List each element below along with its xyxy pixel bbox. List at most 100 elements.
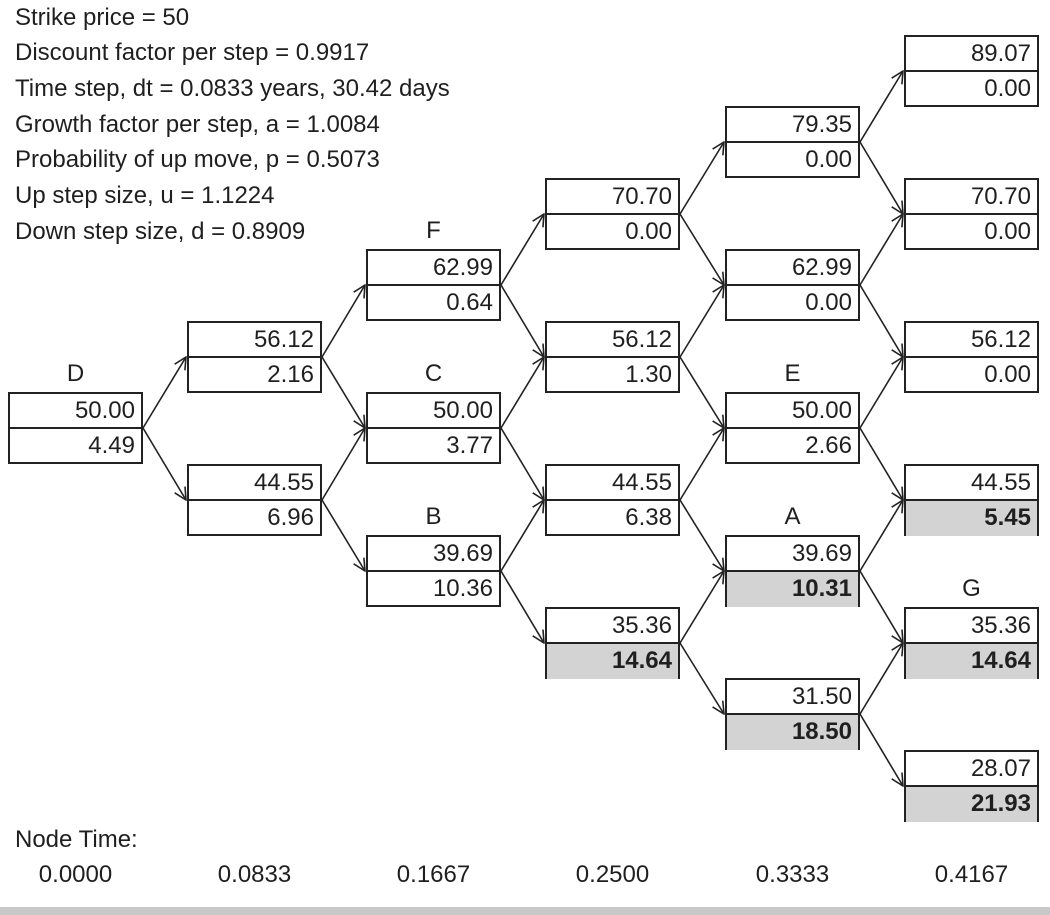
tree-edge-arrow [859,141,903,214]
tree-edge-arrow [859,713,903,786]
node-stock-price: 44.55 [189,466,320,501]
tree-edge-arrow [679,142,724,215]
tree-edge-arrow [859,500,903,572]
node-option-value: 4.49 [88,432,135,459]
node-option-value: 0.00 [984,75,1031,102]
node-option-value: 10.36 [432,575,493,602]
tree-edge-arrow [500,500,544,572]
param-discount-factor: Discount factor per step = 0.9917 [15,39,370,66]
node-time-value: 0.3333 [755,861,830,888]
node-label: E [784,360,801,387]
tree-node: 56.12 2.16 [187,321,322,393]
node-label: G [962,575,981,602]
tree-edge-arrow [859,284,903,357]
tree-edge-arrow [142,357,186,429]
tree-edge-arrow [321,499,365,571]
node-stock-price: 39.69 [368,537,499,572]
node-time-value: 0.0833 [217,861,292,888]
tree-edge-arrow [679,499,724,571]
tree-node: 62.99 0.00 [725,249,860,321]
node-label: B [425,503,442,530]
tree-node: 39.69 10.31 [725,535,860,607]
node-option-value: 0.00 [625,218,672,245]
node-stock-price: 62.99 [727,251,858,286]
node-time-value: 0.1667 [396,861,471,888]
tree-node: 28.07 21.93 [904,750,1039,822]
tree-edge-arrow [679,428,724,501]
node-option-value: 18.50 [727,715,858,750]
node-stock-price: 35.36 [906,609,1037,644]
node-stock-price: 89.07 [906,37,1037,72]
node-stock-price: 28.07 [906,752,1037,787]
tree-node: 35.36 14.64 [545,607,680,679]
tree-edge-arrow [679,571,724,644]
node-stock-price: 44.55 [547,466,678,501]
param-up-probability: Probability of up move, p = 0.5073 [15,146,380,173]
param-time-step: Time step, dt = 0.0833 years, 30.42 days [15,75,450,102]
tree-node: 44.55 6.38 [545,464,680,536]
tree-node: 44.55 6.96 [187,464,322,536]
tree-node: 50.00 4.49 [8,392,143,464]
node-option-value: 14.64 [906,644,1037,679]
tree-node: 50.00 3.77 [366,392,501,464]
node-stock-price: 62.99 [368,251,499,286]
tree-edge-arrow [679,356,724,428]
tree-edge-arrow [142,427,186,500]
tree-node: 35.36 14.64 [904,607,1039,679]
tree-edge-arrow [500,284,544,357]
tree-edge-arrow [500,570,544,643]
node-option-value: 14.64 [547,644,678,679]
tree-edge-arrow [500,214,544,286]
node-stock-price: 56.12 [547,323,678,358]
node-option-value: 21.93 [906,787,1037,822]
tree-node: 31.50 18.50 [725,678,860,750]
node-stock-price: 79.35 [727,108,858,143]
node-stock-price: 70.70 [906,180,1037,215]
tree-edge-arrow [859,427,903,500]
node-time-value: 0.0000 [38,861,113,888]
tree-edge-arrow [679,642,724,714]
tree-node: 70.70 0.00 [904,178,1039,250]
node-option-value: 6.96 [267,504,314,531]
node-stock-price: 35.36 [547,609,678,644]
node-stock-price: 70.70 [547,180,678,215]
tree-node: 62.99 0.64 [366,249,501,321]
node-option-value: 0.64 [446,289,493,316]
node-stock-price: 50.00 [368,394,499,429]
tree-edge-arrow [679,285,724,358]
tree-edge-arrow [500,357,544,429]
tree-edge-arrow [500,427,544,500]
node-label: A [784,503,801,530]
tree-edge-arrow [859,71,903,143]
bottom-divider [0,907,1050,915]
tree-node: 44.55 5.45 [904,464,1039,536]
tree-node: 70.70 0.00 [545,178,680,250]
node-label: F [426,217,441,244]
tree-edge-arrow [321,428,365,501]
param-strike-price: Strike price = 50 [15,4,190,31]
tree-node: 56.12 0.00 [904,321,1039,393]
node-label: D [66,360,85,387]
node-label: C [424,360,443,387]
node-option-value: 3.77 [446,432,493,459]
node-option-value: 0.00 [805,289,852,316]
node-option-value: 0.00 [984,361,1031,388]
tree-edge-arrow [859,643,903,715]
tree-node: 89.07 0.00 [904,35,1039,107]
tree-edge-arrow [321,285,365,358]
tree-node: 50.00 2.66 [725,392,860,464]
node-option-value: 6.38 [625,504,672,531]
tree-node: 39.69 10.36 [366,535,501,607]
node-stock-price: 44.55 [906,466,1037,501]
node-option-value: 10.31 [727,572,858,607]
param-up-step: Up step size, u = 1.1224 [15,182,275,209]
tree-edge-arrow [679,213,724,285]
node-stock-price: 56.12 [189,323,320,358]
tree-edge-arrow [859,357,903,429]
node-option-value: 1.30 [625,361,672,388]
tree-node: 56.12 1.30 [545,321,680,393]
tree-node: 79.35 0.00 [725,106,860,178]
node-time-value: 0.2500 [575,861,650,888]
tree-edge-arrow [859,214,903,286]
